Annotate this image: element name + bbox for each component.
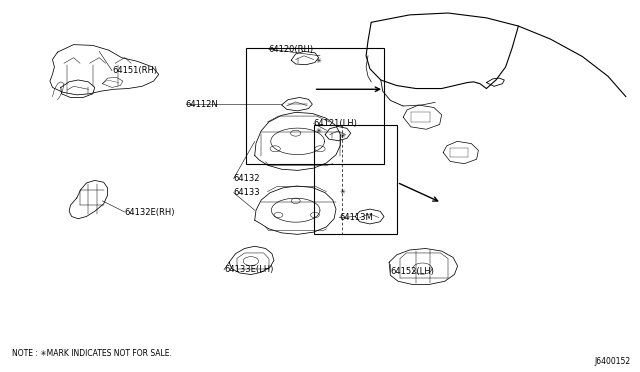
Text: 64120(RH): 64120(RH) <box>269 45 314 54</box>
Text: 64133: 64133 <box>234 188 260 197</box>
Text: 64151(RH): 64151(RH) <box>112 66 157 75</box>
Text: NOTE : ✳MARK INDICATES NOT FOR SALE.: NOTE : ✳MARK INDICATES NOT FOR SALE. <box>12 349 172 358</box>
Text: J6400152: J6400152 <box>595 357 630 366</box>
Text: ✳: ✳ <box>339 189 346 195</box>
Text: ✳: ✳ <box>339 133 346 139</box>
Text: 64121(LH): 64121(LH) <box>314 119 358 128</box>
Bar <box>246 48 384 164</box>
Text: 64132E(RH): 64132E(RH) <box>125 208 175 217</box>
Bar <box>314 125 397 234</box>
Text: 64113M: 64113M <box>339 213 373 222</box>
Text: 64152(LH): 64152(LH) <box>390 267 435 276</box>
Text: ✳: ✳ <box>315 58 321 64</box>
Text: 64133E(LH): 64133E(LH) <box>224 265 273 274</box>
Text: ✳: ✳ <box>315 128 321 134</box>
Text: 64132: 64132 <box>234 174 260 183</box>
Text: 64112N: 64112N <box>186 100 218 109</box>
